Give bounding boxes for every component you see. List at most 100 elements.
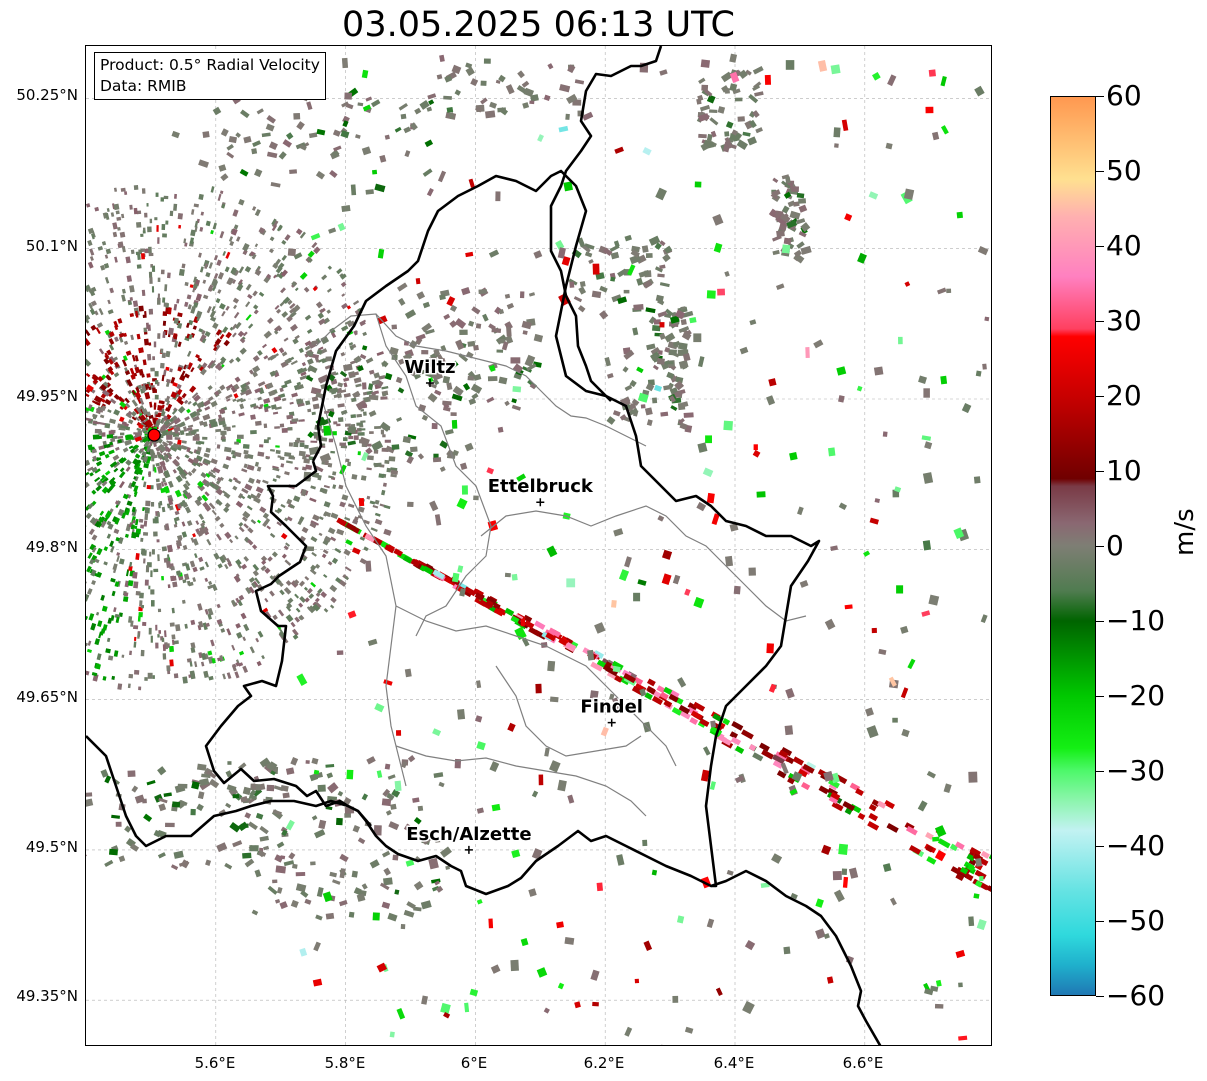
echo-gate	[94, 428, 102, 434]
echo-gate	[136, 427, 141, 432]
sparse-gate	[733, 585, 741, 595]
echo-gate	[192, 538, 199, 546]
echo-gate	[93, 395, 103, 404]
echo-gate	[256, 466, 262, 472]
sparse-gate	[917, 800, 928, 812]
sparse-gate	[310, 233, 321, 241]
clutter-gate	[373, 462, 382, 468]
echo-gate	[87, 588, 93, 595]
clutter-gate	[678, 342, 688, 350]
echo-gate	[214, 338, 222, 346]
streak-gate	[690, 710, 703, 721]
echo-gate	[109, 461, 118, 468]
echo-gate	[374, 499, 380, 505]
clutter-gate	[252, 140, 261, 148]
echo-gate	[253, 496, 261, 502]
streak-gate	[699, 718, 710, 728]
echo-gate	[112, 563, 118, 571]
echo-gate	[287, 299, 293, 305]
echo-gate	[321, 553, 327, 559]
clutter-gate	[599, 285, 608, 293]
clutter-gate	[328, 410, 335, 418]
clutter-gate	[329, 388, 338, 393]
echo-gate	[150, 589, 155, 595]
echo-gate	[128, 673, 134, 679]
echo-gate	[179, 430, 185, 436]
echo-gate	[133, 485, 139, 493]
sparse-gate	[968, 916, 975, 927]
clutter-gate	[617, 296, 628, 305]
clutter-gate	[787, 200, 796, 208]
sparse-gate	[975, 370, 982, 377]
echo-gate	[154, 516, 159, 524]
clutter-gate	[678, 359, 689, 369]
sparse-gate	[672, 574, 681, 585]
sparse-gate	[627, 264, 636, 276]
radar-map[interactable]: Wiltz Ettelbruck Findel Esch/Alzette	[85, 45, 992, 1046]
echo-gate	[125, 426, 131, 431]
echo-gate	[208, 675, 214, 681]
echo-gate	[236, 236, 241, 242]
echo-gate	[214, 390, 220, 396]
sparse-gate	[703, 746, 711, 756]
echo-gate	[110, 614, 115, 621]
echo-gate	[221, 554, 228, 561]
streak-gate	[908, 844, 922, 855]
clutter-gate	[380, 396, 388, 400]
echo-gate	[205, 272, 211, 278]
streak-gate	[752, 752, 764, 762]
echo-gate	[219, 384, 226, 391]
clutter-gate	[365, 357, 374, 364]
echo-gate	[160, 444, 167, 451]
echo-gate	[349, 345, 354, 351]
sparse-gate	[642, 146, 652, 156]
clutter-gate	[645, 253, 653, 258]
echo-gate	[190, 306, 196, 314]
streak-gate	[548, 627, 561, 638]
sparse-gate	[394, 780, 402, 792]
clutter-gate	[783, 237, 792, 245]
echo-gate	[132, 519, 136, 524]
clutter-gate	[642, 279, 653, 289]
echo-gate	[192, 533, 197, 538]
echo-gate	[340, 445, 348, 449]
sparse-gate	[396, 730, 402, 736]
echo-gate	[275, 474, 281, 479]
streak-gate	[606, 670, 618, 680]
clutter-gate	[308, 132, 318, 139]
echo-gate	[222, 424, 227, 428]
streak-gate	[614, 674, 623, 683]
sparse-gate	[446, 296, 456, 307]
echo-gate	[370, 527, 378, 532]
echo-gate	[143, 520, 148, 527]
sparse-gate	[844, 604, 853, 610]
sparse-gate	[672, 995, 679, 1003]
echo-gate	[130, 410, 137, 417]
echo-gate	[213, 552, 220, 560]
clutter-gate	[274, 854, 284, 863]
echo-gate	[362, 331, 368, 337]
echo-gate	[250, 519, 257, 525]
echo-gate	[281, 351, 288, 357]
clutter-gate	[449, 304, 458, 313]
sparse-gate	[935, 979, 942, 987]
echo-gate	[161, 481, 165, 487]
sparse-gate	[415, 278, 421, 285]
echo-gate	[125, 459, 132, 466]
echo-gate	[185, 563, 191, 571]
clutter-gate	[772, 249, 780, 256]
echo-gate	[209, 473, 217, 479]
echo-gate	[155, 411, 158, 415]
echo-gate	[184, 242, 188, 247]
echo-gate	[166, 643, 170, 648]
clutter-gate	[559, 83, 571, 93]
echo-gate	[143, 456, 148, 461]
echo-gate	[184, 281, 189, 287]
district-borders	[315, 313, 807, 817]
echo-gate	[103, 443, 111, 449]
echo-gate	[344, 576, 350, 581]
echo-gate	[210, 186, 215, 193]
echo-gate	[242, 510, 251, 519]
echo-gate	[154, 394, 159, 400]
